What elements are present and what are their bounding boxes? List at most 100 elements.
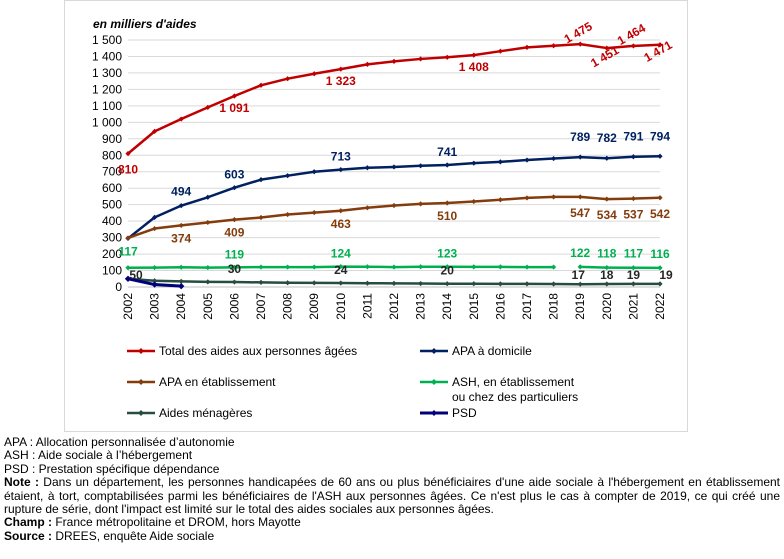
data-label: 534 [597, 208, 617, 222]
y-tick-label: 1 300 [92, 66, 122, 80]
data-point [497, 197, 503, 203]
x-tick-label: 2022 [653, 293, 667, 320]
data-label: 713 [331, 150, 351, 164]
legend-marker [138, 410, 144, 416]
data-point [471, 198, 477, 205]
data-point [418, 163, 424, 169]
legend-marker [431, 348, 437, 354]
data-point [577, 281, 583, 287]
y-tick-label: 1 100 [92, 99, 122, 113]
data-point [471, 281, 477, 287]
legend-label: ASH, en établissement [452, 375, 575, 389]
data-point [497, 159, 503, 165]
x-tick-label: 2008 [281, 293, 295, 320]
data-point [338, 263, 344, 270]
data-point [178, 282, 185, 290]
data-point [231, 93, 237, 99]
data-point [551, 264, 557, 270]
x-tick-label: 2014 [440, 293, 454, 320]
data-label: 19 [659, 268, 673, 282]
data-label: 510 [437, 209, 457, 223]
data-point [630, 43, 636, 49]
y-tick-label: 1 000 [92, 115, 122, 129]
y-tick-label: 500 [102, 198, 122, 212]
data-label: 124 [331, 247, 351, 261]
y-tick-label: 1 200 [92, 82, 122, 96]
data-point [205, 264, 211, 271]
data-point [311, 264, 317, 270]
data-point [258, 214, 264, 221]
note-psd: PSD : Prestation spécifique dépendance [4, 461, 220, 476]
unit-label: en milliers d'aides [93, 17, 197, 31]
data-point [364, 205, 370, 211]
data-point [124, 275, 132, 282]
data-label: 810 [118, 163, 138, 177]
x-tick-label: 2002 [121, 293, 135, 320]
x-tick-label: 2015 [467, 293, 481, 320]
data-point [418, 264, 424, 270]
data-point [338, 280, 344, 286]
series-line-3 [580, 265, 661, 270]
data-label: 547 [570, 206, 590, 220]
data-point [205, 194, 211, 200]
data-label: 1 408 [459, 60, 489, 74]
data-point [285, 173, 291, 179]
data-point [630, 195, 636, 202]
data-label: 1 464 [615, 21, 648, 48]
x-tick-label: 2018 [547, 293, 561, 320]
notes-block: APA : Allocation personnalisée d’autonom… [4, 435, 780, 543]
x-tick-label: 2004 [174, 293, 188, 320]
x-tick-label: 2012 [387, 293, 401, 320]
data-point [551, 194, 557, 200]
champ-label: Champ : [4, 515, 52, 530]
data-label: 794 [650, 129, 670, 143]
data-point [391, 58, 397, 65]
data-point [604, 196, 610, 202]
data-point [391, 202, 397, 209]
data-point [311, 71, 317, 77]
legend-marker [138, 348, 144, 354]
data-label: 374 [171, 231, 191, 245]
note-paragraph: Note : Dans un département, les personne… [4, 476, 780, 516]
data-point [311, 280, 317, 286]
data-label: 17 [572, 268, 586, 282]
legend-label: Total des aides aux personnes âgées [159, 344, 357, 358]
data-point [258, 177, 264, 183]
data-point [364, 264, 370, 270]
data-point [604, 45, 610, 51]
data-label: 542 [650, 207, 670, 221]
data-label: 494 [171, 185, 191, 199]
data-point [497, 281, 503, 287]
y-tick-label: 800 [102, 148, 122, 162]
data-point [524, 281, 530, 287]
data-point [364, 280, 370, 286]
champ-line: Champ : France métropolitaine et DROM, h… [4, 516, 780, 529]
data-label: 118 [597, 247, 617, 261]
legend-label: APA à domicile [452, 344, 532, 358]
data-point [577, 41, 583, 47]
data-label: 409 [224, 226, 244, 240]
data-point [178, 264, 184, 270]
data-point [577, 154, 583, 160]
data-point [630, 265, 636, 271]
data-point [551, 155, 557, 162]
data-point [418, 201, 424, 207]
data-point [152, 225, 158, 232]
x-tick-label: 2009 [307, 293, 321, 320]
data-label: 30 [228, 262, 242, 276]
data-label: 20 [441, 264, 455, 278]
data-point [524, 195, 530, 201]
note-label: Note : [4, 475, 39, 490]
data-label: 123 [437, 247, 457, 261]
y-tick-label: 200 [102, 247, 122, 261]
data-point [285, 211, 291, 218]
data-point [657, 42, 663, 48]
data-point [178, 278, 184, 285]
data-point [285, 280, 291, 286]
legend-marker [431, 379, 437, 385]
data-point [205, 104, 211, 110]
data-point [471, 52, 477, 58]
data-point [364, 165, 370, 171]
data-label: 782 [597, 131, 617, 145]
y-tick-label: 700 [102, 165, 122, 179]
